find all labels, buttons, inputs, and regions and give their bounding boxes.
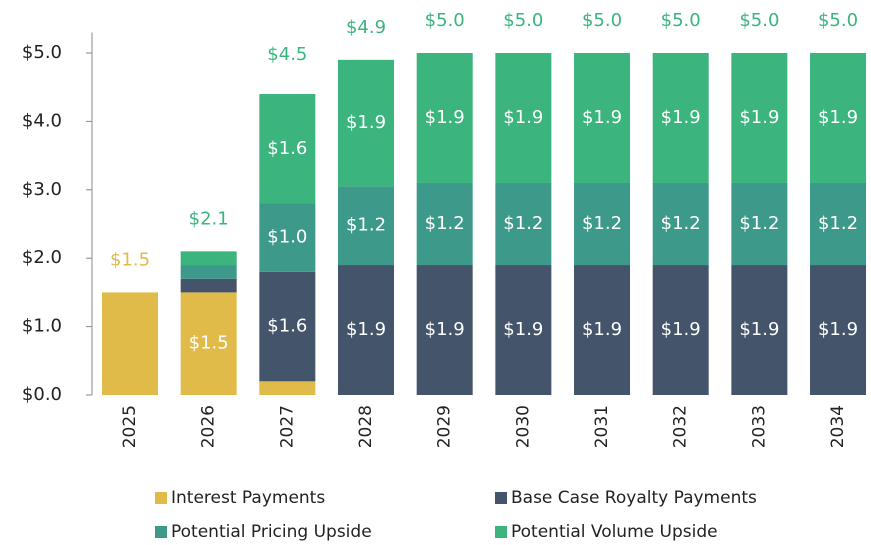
data-label: $1.6 (267, 138, 307, 159)
x-tick-label: 2029 (435, 405, 455, 448)
total-label: $5.0 (582, 10, 622, 31)
data-label: $1.2 (818, 213, 858, 234)
legend-swatch (495, 492, 507, 504)
data-label: $1.9 (661, 107, 701, 128)
bar-segment (574, 53, 631, 183)
bar-segment (180, 292, 237, 395)
y-tick-label: $1.0 (22, 316, 62, 337)
legend-label: Potential Pricing Upside (171, 522, 372, 542)
total-label: $5.0 (425, 10, 465, 31)
bar-segment (416, 182, 473, 266)
bar-segment (810, 182, 867, 266)
data-label: $1.2 (661, 213, 701, 234)
bar-segment (180, 278, 237, 293)
bar-segment (180, 251, 237, 266)
bar-segment (338, 265, 395, 395)
data-label: $1.9 (818, 319, 858, 340)
data-label: $1.9 (661, 319, 701, 340)
total-label: $5.0 (661, 10, 701, 31)
bar-segment (652, 182, 709, 266)
data-label: $1.9 (818, 107, 858, 128)
bar-segment (338, 59, 395, 187)
data-label: $1.9 (582, 107, 622, 128)
y-tick-label: $2.0 (22, 247, 62, 268)
data-label: $1.5 (189, 333, 229, 354)
bar-segment (259, 381, 316, 395)
data-label: $1.9 (346, 319, 386, 340)
bar-segment (810, 265, 867, 395)
y-tick-label: $5.0 (22, 42, 62, 63)
total-label: $4.9 (346, 17, 386, 38)
bar-segment (495, 265, 552, 395)
bar-segment (338, 186, 395, 266)
x-tick-label: 2032 (671, 405, 691, 448)
data-label: $1.9 (503, 107, 543, 128)
x-tick-label: 2034 (828, 405, 848, 448)
total-label: $5.0 (739, 10, 779, 31)
data-label: $1.6 (267, 316, 307, 337)
data-label: $1.0 (267, 227, 307, 248)
legend-swatch (495, 526, 507, 538)
x-tick-label: 2025 (120, 405, 140, 448)
x-tick-label: 2030 (513, 405, 533, 448)
data-label: $1.9 (425, 319, 465, 340)
total-label: $5.0 (503, 10, 543, 31)
x-tick-label: 2027 (277, 405, 297, 448)
data-label: $1.9 (739, 319, 779, 340)
bar-segment (416, 265, 473, 395)
bar-segment (731, 53, 788, 183)
data-label: $1.9 (425, 107, 465, 128)
bar-segment (574, 265, 631, 395)
bar-segment (495, 182, 552, 266)
bar-segment (102, 292, 158, 395)
bar-segment (180, 265, 237, 279)
data-label: $1.2 (582, 213, 622, 234)
data-label: $1.2 (739, 213, 779, 234)
x-tick-label: 2031 (592, 405, 612, 448)
x-tick-label: 2033 (749, 405, 769, 448)
legend-label: Base Case Royalty Payments (511, 488, 757, 508)
bar-segment (495, 53, 552, 183)
total-label: $4.5 (267, 44, 307, 65)
data-label: $1.2 (503, 213, 543, 234)
data-label: $1.9 (346, 112, 386, 133)
legend-label: Potential Volume Upside (511, 522, 718, 542)
data-label: $1.2 (425, 213, 465, 234)
bar-segment (574, 182, 631, 266)
total-label: $5.0 (818, 10, 858, 31)
legend-swatch (155, 526, 167, 538)
bar-segment (259, 271, 316, 382)
x-tick-label: 2026 (199, 405, 219, 448)
total-label: $2.1 (189, 208, 229, 229)
data-label: $1.9 (739, 107, 779, 128)
bar-segment (259, 94, 316, 204)
legend-label: Interest Payments (171, 488, 325, 508)
bar-segment (652, 53, 709, 183)
bar-segment (810, 53, 867, 183)
y-tick-label: $4.0 (22, 110, 62, 131)
y-tick-label: $0.0 (22, 384, 62, 405)
data-label: $1.9 (503, 319, 543, 340)
bar-segment (416, 53, 473, 183)
data-label: $1.9 (582, 319, 622, 340)
legend-swatch (155, 492, 167, 504)
total-label: $1.5 (110, 249, 150, 270)
bar-segment (652, 265, 709, 395)
data-label: $1.2 (346, 215, 386, 236)
x-tick-label: 2028 (356, 405, 376, 448)
y-tick-label: $3.0 (22, 179, 62, 200)
bar-segment (731, 265, 788, 395)
bar-segment (731, 182, 788, 266)
bar-segment (259, 203, 316, 272)
